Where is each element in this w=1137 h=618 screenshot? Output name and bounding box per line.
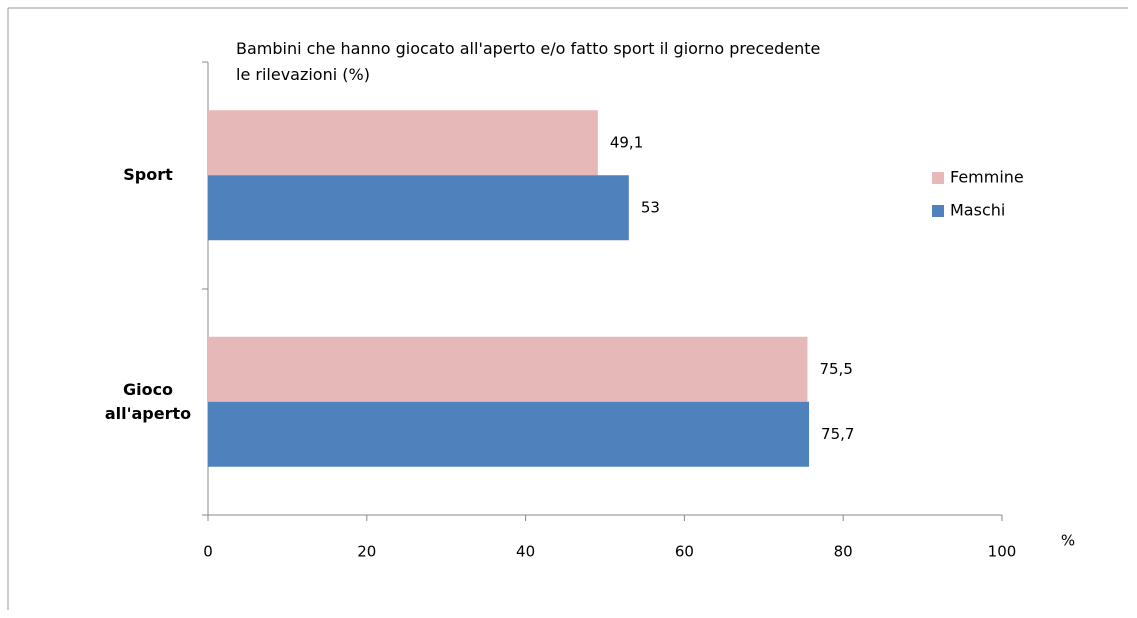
legend-swatch [932,205,944,217]
x-tick-label: 0 [203,543,213,561]
bar [208,336,808,402]
title-line: Bambini che hanno giocato all'aperto e/o… [236,39,821,58]
legend-label: Femmine [950,168,1024,187]
x-axis-label: % [1061,532,1075,550]
x-tick-label: 80 [834,543,853,561]
value-label: 75,7 [821,425,854,443]
legend-label: Maschi [950,201,1005,220]
value-label: 49,1 [610,133,643,151]
value-label: 75,5 [819,360,852,378]
bar [208,110,598,176]
title-line: le rilevazioni (%) [236,65,370,84]
chart-title: Bambini che hanno giocato all'aperto e/o… [236,36,820,88]
y-tick-label: Gioco all'aperto [104,379,192,423]
bar [208,401,810,467]
x-tick-label: 60 [675,543,694,561]
bar [208,175,629,241]
value-label: 53 [641,198,660,216]
x-tick-label: 20 [357,543,376,561]
legend-swatch [932,172,944,184]
x-tick-label: 40 [516,543,535,561]
x-tick-label: 100 [988,543,1017,561]
y-tick-label: Sport [123,165,173,185]
